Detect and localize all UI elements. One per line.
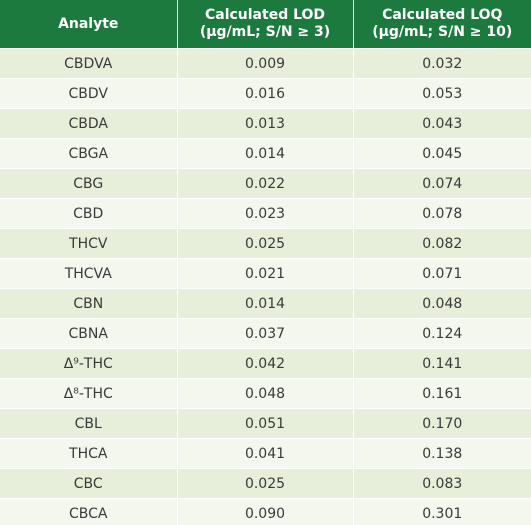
value-cell: 0.090 bbox=[177, 498, 354, 525]
table-row: CBD 0.023 0.078 bbox=[0, 198, 531, 229]
analyte-cell: CBC bbox=[0, 468, 178, 499]
value-cell: 0.025 bbox=[177, 228, 354, 259]
value-cell: 0.013 bbox=[177, 108, 354, 139]
table-row: CBC 0.025 0.083 bbox=[0, 468, 531, 499]
value-cell: 0.023 bbox=[177, 198, 354, 229]
header-cell: Analyte bbox=[0, 0, 178, 49]
table-row: CBCA 0.090 0.301 bbox=[0, 498, 531, 525]
table-row: CBN 0.014 0.048 bbox=[0, 288, 531, 319]
header-cell: Calculated LOQ (µg/mL; S/N ≥ 10) bbox=[353, 0, 531, 49]
analyte-cell: CBDVA bbox=[0, 48, 178, 79]
analyte-cell: Δ⁸-THC bbox=[0, 378, 178, 409]
header-row: Analyte Calculated LOD (µg/mL; S/N ≥ 3) Cal… bbox=[0, 0, 531, 49]
value-cell: 0.301 bbox=[353, 498, 531, 525]
analyte-cell: Δ⁹-THC bbox=[0, 348, 178, 379]
value-cell: 0.074 bbox=[353, 168, 531, 199]
value-cell: 0.032 bbox=[353, 48, 531, 79]
analyte-cell: THCA bbox=[0, 438, 178, 469]
table-row: THCA 0.041 0.138 bbox=[0, 438, 531, 469]
analyte-cell: CBDA bbox=[0, 108, 178, 139]
value-cell: 0.021 bbox=[177, 258, 354, 289]
value-cell: 0.043 bbox=[353, 108, 531, 139]
value-cell: 0.048 bbox=[177, 378, 354, 409]
table-row: CBL 0.051 0.170 bbox=[0, 408, 531, 439]
header-text: Analyte bbox=[58, 15, 119, 32]
value-cell: 0.025 bbox=[177, 468, 354, 499]
value-cell: 0.016 bbox=[177, 78, 354, 109]
analyte-cell: CBL bbox=[0, 408, 178, 439]
analyte-cell: CBCA bbox=[0, 498, 178, 525]
table-row: CBG 0.022 0.074 bbox=[0, 168, 531, 199]
value-cell: 0.083 bbox=[353, 468, 531, 499]
header-text: (µg/mL; S/N ≥ 3) bbox=[199, 24, 331, 40]
value-cell: 0.048 bbox=[353, 288, 531, 319]
value-cell: 0.161 bbox=[353, 378, 531, 409]
value-cell: 0.014 bbox=[177, 138, 354, 169]
analyte-cell: CBN bbox=[0, 288, 178, 319]
analyte-cell: THCVA bbox=[0, 258, 178, 289]
value-cell: 0.053 bbox=[353, 78, 531, 109]
value-cell: 0.014 bbox=[177, 288, 354, 319]
value-cell: 0.141 bbox=[353, 348, 531, 379]
value-cell: 0.124 bbox=[353, 318, 531, 349]
analyte-cell: CBG bbox=[0, 168, 178, 199]
table-row: THCVA 0.021 0.071 bbox=[0, 258, 531, 289]
analyte-cell: CBNA bbox=[0, 318, 178, 349]
table-row: THCV 0.025 0.082 bbox=[0, 228, 531, 259]
table-row: CBDV 0.016 0.053 bbox=[0, 78, 531, 109]
analyte-cell: CBDV bbox=[0, 78, 178, 109]
header-text: (µg/mL; S/N ≥ 10) bbox=[372, 24, 513, 40]
header-text: Calculated LOD bbox=[204, 7, 326, 23]
value-cell: 0.045 bbox=[353, 138, 531, 169]
header-cell: Calculated LOD (µg/mL; S/N ≥ 3) bbox=[177, 0, 354, 49]
value-cell: 0.082 bbox=[353, 228, 531, 259]
table-row: CBDA 0.013 0.043 bbox=[0, 108, 531, 139]
analyte-cell: THCV bbox=[0, 228, 178, 259]
table-row: Δ⁸-THC 0.048 0.161 bbox=[0, 378, 531, 409]
table-row: CBGA 0.014 0.045 bbox=[0, 138, 531, 169]
table-row: CBDVA 0.009 0.032 bbox=[0, 48, 531, 79]
table-row: CBNA 0.037 0.124 bbox=[0, 318, 531, 349]
value-cell: 0.138 bbox=[353, 438, 531, 469]
value-cell: 0.078 bbox=[353, 198, 531, 229]
value-cell: 0.051 bbox=[177, 408, 354, 439]
value-cell: 0.170 bbox=[353, 408, 531, 439]
value-cell: 0.022 bbox=[177, 168, 354, 199]
value-cell: 0.071 bbox=[353, 258, 531, 289]
value-cell: 0.009 bbox=[177, 48, 354, 79]
analyte-cell: CBD bbox=[0, 198, 178, 229]
header-text: Calculated LOQ bbox=[382, 7, 503, 23]
value-cell: 0.041 bbox=[177, 438, 354, 469]
table-body: CBDVA 0.009 0.032 CBDV 0.016 0.053 CBDA 0.013 0.… bbox=[0, 48, 531, 525]
table-row: Δ⁹-THC 0.042 0.141 bbox=[0, 348, 531, 379]
analyte-cell: CBGA bbox=[0, 138, 178, 169]
value-cell: 0.037 bbox=[177, 318, 354, 349]
value-cell: 0.042 bbox=[177, 348, 354, 379]
